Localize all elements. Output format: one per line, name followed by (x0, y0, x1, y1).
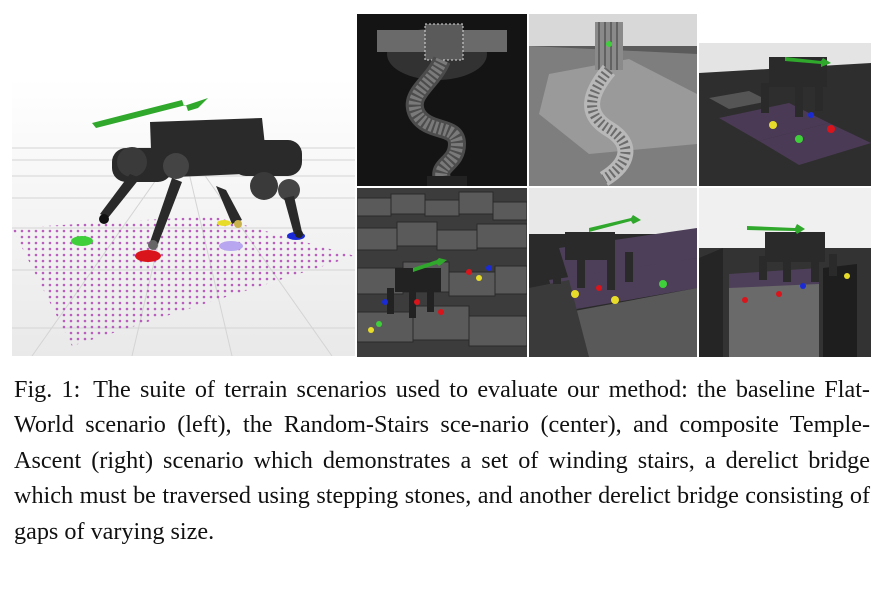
flat-world-image (12, 78, 355, 356)
flat-world-panel (12, 78, 355, 356)
stairs-closeup-image (529, 188, 697, 357)
random-stairs-image (357, 188, 527, 357)
stairs-closeup-panel (529, 188, 697, 357)
figure-caption: Fig. 1: The suite of terrain scenarios u… (14, 372, 870, 549)
temple-top-view-panel (357, 14, 527, 186)
caption-label: Fig. 1: (14, 376, 81, 403)
temple-perspective-image (529, 14, 697, 186)
stepping-stones-image (699, 43, 871, 186)
temple-perspective-panel (529, 14, 697, 186)
random-stairs-panel (357, 188, 527, 357)
stepping-stones-panel (699, 43, 871, 186)
caption-text: The suite of terrain scenarios used to e… (14, 376, 870, 545)
gap-bridge-image (699, 188, 871, 357)
temple-top-view-image (357, 14, 527, 186)
gap-bridge-panel (699, 188, 871, 357)
